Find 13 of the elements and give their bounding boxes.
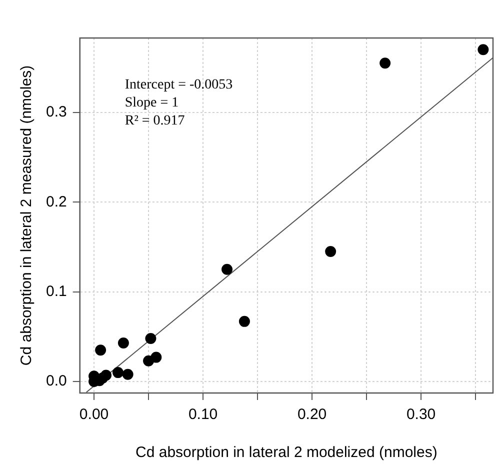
annotation: Slope = 1 <box>124 96 179 111</box>
x-axis-title: Cd absorption in lateral 2 modelized (nmoles) <box>136 444 438 462</box>
annotation: R² = 0.917 <box>124 114 185 129</box>
y-tick-label: 0.2 <box>46 193 67 210</box>
x-tick-label: 0.10 <box>188 406 218 424</box>
annotation: Intercept = -0.0053 <box>124 78 233 93</box>
x-tick-label: 0.00 <box>79 406 109 424</box>
y-tick-label: 0.3 <box>46 104 67 121</box>
y-tick-label: 0.1 <box>46 282 67 300</box>
y-axis-title: Cd absorption in lateral 2 measured (nmoles) <box>18 65 36 366</box>
x-tick-label: 0.20 <box>297 406 327 424</box>
y-tick-label: 0.0 <box>46 372 67 390</box>
x-tick-label: 0.30 <box>406 406 436 424</box>
